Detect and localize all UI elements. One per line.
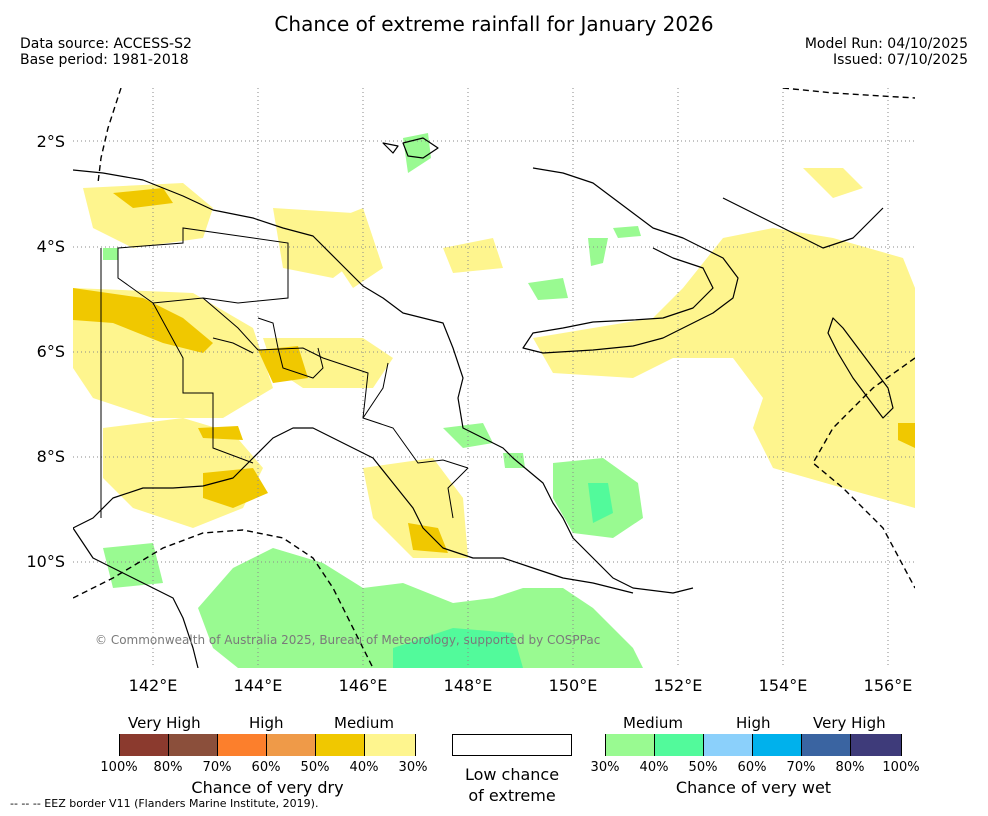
model-run-text: Model Run: 04/10/2025 (804, 36, 968, 52)
lon-label-146e: 146°E (338, 676, 388, 695)
lon-label-154e: 154°E (758, 676, 808, 695)
dry-tick-80: 80% (153, 760, 183, 775)
map-panel (73, 88, 915, 668)
manus-island-coast (382, 137, 439, 159)
dry-group-high: High (249, 714, 284, 732)
wet-high-regions (393, 483, 613, 668)
wet-swatch-6 (851, 734, 901, 756)
bougainville-coast (827, 317, 894, 419)
data-source-text: Data source: ACCESS-S2 (20, 36, 192, 52)
lat-label-6s: 6°S (36, 342, 65, 361)
wet-swatch-4 (753, 734, 802, 756)
eez-border-note: -- -- -- EEZ border V11 (Flanders Marine… (10, 797, 319, 810)
australia-cape-york-coast (73, 527, 199, 668)
dry-tick-70: 70% (202, 760, 232, 775)
lon-label-150e: 150°E (548, 676, 598, 695)
dry-tick-60: 60% (251, 760, 281, 775)
lat-label-8s: 8°S (36, 447, 65, 466)
gridlines (73, 88, 915, 668)
dry-tick-30: 30% (398, 760, 428, 775)
dry-swatch-3 (218, 734, 267, 756)
neutral-caption-line2: of extreme (468, 786, 556, 805)
model-run-info: Model Run: 04/10/2025 Issued: 07/10/2025 (805, 36, 968, 68)
dry-swatch-4 (267, 734, 316, 756)
neutral-swatch (452, 734, 572, 756)
png-north-coast (73, 169, 694, 594)
png-south-coast (73, 427, 634, 594)
lon-label-152e: 152°E (653, 676, 703, 695)
new-britain-coast (522, 167, 739, 354)
data-source-info: Data source: ACCESS-S2 Base period: 1981… (20, 36, 192, 68)
lat-label-10s: 10°S (26, 552, 65, 571)
wet-group-medium: Medium (623, 714, 683, 732)
dry-tick-40: 40% (349, 760, 379, 775)
dry-tick-100: 100% (100, 760, 138, 775)
provincial-boundaries (100, 227, 469, 519)
wet-tick-40: 40% (639, 760, 669, 775)
wet-swatch-2 (655, 734, 704, 756)
copyright-notice: © Commonwealth of Australia 2025, Bureau… (95, 633, 601, 647)
wet-swatch-5 (802, 734, 851, 756)
dry-swatch-1 (120, 734, 169, 756)
map-title: Chance of extreme rainfall for January 2… (274, 12, 714, 36)
wet-tick-100: 100% (882, 760, 920, 775)
new-ireland-coast (722, 197, 884, 249)
wet-tick-80: 80% (835, 760, 865, 775)
wet-medium-regions (103, 133, 643, 668)
wet-caption: Chance of very wet (675, 778, 832, 797)
dry-swatch-5 (316, 734, 365, 756)
base-period-text: Base period: 1981-2018 (20, 52, 189, 68)
dry-group-medium: Medium (334, 714, 394, 732)
coastlines (73, 137, 894, 668)
wet-swatch-1 (606, 734, 655, 756)
lat-label-2s: 2°S (36, 132, 65, 151)
wet-group-high: High (736, 714, 771, 732)
wet-tick-30: 30% (590, 760, 620, 775)
dry-group-very-high: Very High (128, 714, 201, 732)
lon-label-156e: 156°E (863, 676, 913, 695)
neutral-caption: Low chance of extreme (452, 764, 572, 806)
dry-caption: Chance of very dry (191, 778, 344, 797)
wet-group-very-high: Very High (813, 714, 886, 732)
wet-tick-70: 70% (786, 760, 816, 775)
dry-tick-50: 50% (300, 760, 330, 775)
lon-label-148e: 148°E (443, 676, 493, 695)
lon-label-144e: 144°E (233, 676, 283, 695)
dry-swatch-6 (365, 734, 415, 756)
neutral-caption-line1: Low chance (464, 765, 560, 784)
eez-borders (73, 88, 915, 668)
wet-swatch-3 (704, 734, 753, 756)
issued-text: Issued: 07/10/2025 (833, 52, 968, 68)
wet-tick-60: 60% (737, 760, 767, 775)
lat-label-4s: 4°S (36, 237, 65, 256)
dry-swatch-2 (169, 734, 218, 756)
lon-label-142e: 142°E (128, 676, 178, 695)
wet-tick-50: 50% (688, 760, 718, 775)
dry-high-regions (73, 188, 915, 553)
